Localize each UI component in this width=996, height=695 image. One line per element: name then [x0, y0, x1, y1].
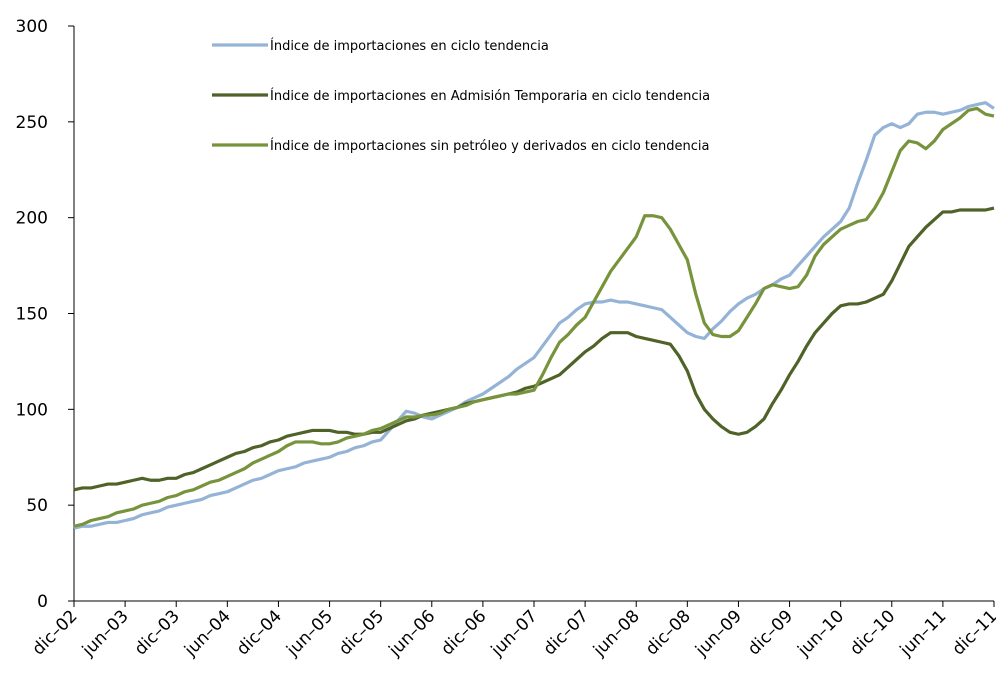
series-line [73, 206, 995, 492]
x-tick-label: dic–11 [949, 606, 996, 659]
legend-label: Índice de importaciones en Admisión Temp… [270, 88, 710, 104]
x-tick-label: dic–07 [540, 606, 593, 659]
x-tick-label: jun–03 [78, 606, 133, 661]
x-tick-label: dic–05 [335, 606, 388, 659]
x-tick-label: jun–07 [487, 606, 542, 661]
x-tick-label: dic–08 [642, 606, 695, 659]
y-tick-label: 200 [16, 209, 48, 229]
x-tick-label: dic–06 [437, 606, 490, 659]
x-tick-label: dic–04 [233, 606, 286, 659]
x-tick-label: jun–08 [589, 606, 644, 661]
series-line [73, 106, 995, 528]
x-tick-label: dic–10 [846, 606, 899, 659]
legend-label: Índice de importaciones sin petróleo y d… [270, 138, 709, 154]
x-tick-label: jun–05 [282, 606, 337, 661]
x-tick-label: jun–11 [896, 606, 951, 661]
x-tick-label: jun–06 [385, 606, 440, 661]
x-tick-label: dic–02 [29, 606, 82, 659]
y-tick-label: 0 [37, 592, 48, 612]
legend-label: Índice de importaciones en ciclo tendenc… [270, 38, 549, 54]
x-tick-label: dic–09 [744, 606, 797, 659]
y-tick-label: 100 [16, 400, 48, 420]
x-tick-label: jun–10 [793, 606, 848, 661]
series-line [73, 101, 995, 530]
x-tick-label: jun–09 [691, 606, 746, 661]
y-tick-label: 300 [16, 17, 48, 37]
x-tick-label: jun–04 [180, 606, 235, 661]
x-tick-label: dic–03 [131, 606, 184, 659]
y-tick-label: 50 [26, 496, 48, 516]
y-tick-label: 250 [16, 113, 48, 133]
y-tick-label: 150 [16, 305, 48, 325]
